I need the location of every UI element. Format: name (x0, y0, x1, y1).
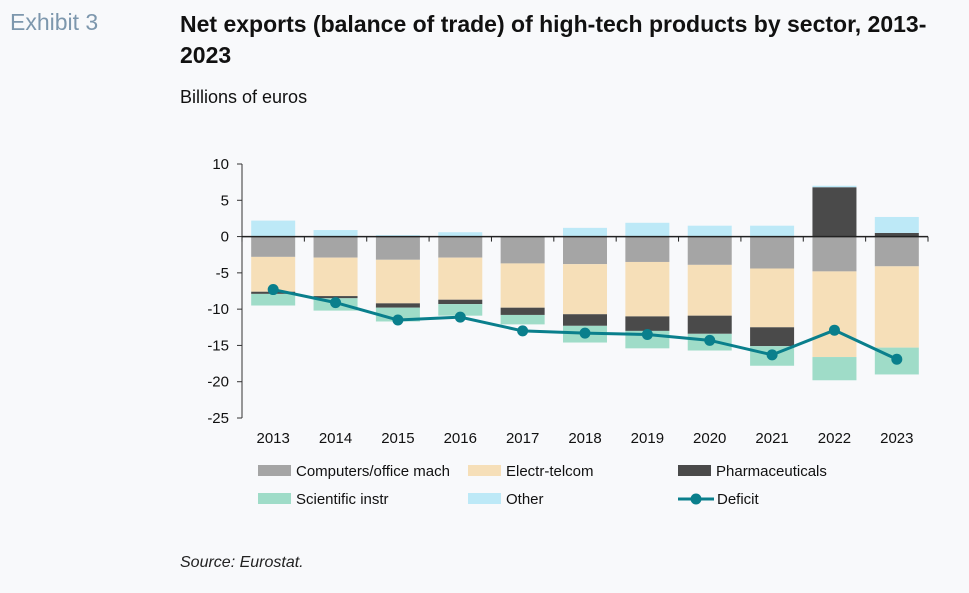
legend-label: Deficit (717, 491, 760, 508)
bar-scientific (812, 357, 857, 381)
x-tick-label: 2020 (693, 430, 726, 447)
bar-computers (750, 236, 795, 269)
x-tick-label: 2017 (506, 430, 539, 447)
exhibit-label: Exhibit 3 (10, 9, 99, 35)
deficit-point (454, 311, 466, 323)
bar-electr (812, 271, 857, 358)
bar-electr (313, 257, 358, 297)
deficit-point (517, 325, 529, 337)
bar-electr (500, 263, 545, 308)
y-tick-label: -15 (207, 337, 229, 354)
bar-other (563, 227, 607, 237)
y-tick-label: -25 (207, 410, 229, 427)
bar-computers (812, 236, 857, 272)
bar-electr (438, 257, 483, 300)
bar-computers (563, 236, 607, 265)
bar-scientific (251, 293, 296, 306)
legend-label: Scientific instr (296, 491, 389, 508)
y-tick-label: -20 (207, 374, 229, 391)
bar-other (874, 216, 919, 233)
y-tick-label: -10 (207, 301, 229, 318)
bar-other (812, 185, 857, 188)
x-tick-label: 2018 (568, 430, 601, 447)
bar-pharma (812, 187, 857, 237)
bar-pharma (563, 314, 607, 326)
bar-electr (563, 264, 607, 315)
legend-swatch-pharma (678, 465, 711, 476)
chart-subtitle: Billions of euros (180, 87, 308, 107)
bar-other (313, 230, 358, 237)
y-tick-label: 5 (221, 192, 229, 209)
bar-other (750, 225, 795, 237)
bar-electr (625, 261, 670, 317)
bar-computers (375, 236, 420, 260)
bar-computers (438, 236, 483, 258)
deficit-point (828, 324, 840, 336)
deficit-point (330, 297, 342, 309)
bar-other (438, 232, 483, 237)
deficit-point (392, 314, 404, 326)
deficit-point (891, 353, 903, 365)
bar-computers (500, 236, 545, 264)
legend-swatch-electr (468, 465, 501, 476)
legend-label: Computers/office mach (296, 463, 450, 480)
x-tick-label: 2021 (755, 430, 788, 447)
x-tick-label: 2022 (818, 430, 851, 447)
bar-other (687, 225, 732, 237)
bar-pharma (625, 316, 670, 331)
legend-swatch-computers (258, 465, 291, 476)
source-note: Source: Eurostat. (180, 554, 304, 571)
deficit-point (766, 349, 778, 361)
y-tick-label: 10 (212, 156, 229, 173)
bar-computers (251, 236, 296, 257)
bar-pharma (687, 315, 732, 334)
x-tick-label: 2013 (256, 430, 289, 447)
bar-scientific (438, 304, 483, 316)
bar-scientific (500, 314, 545, 325)
legend-swatch-other (468, 493, 501, 504)
bar-computers (313, 236, 358, 258)
legend-marker-deficit (690, 493, 702, 505)
bar-pharma (375, 303, 420, 308)
deficit-point (267, 284, 279, 296)
x-tick-label: 2016 (444, 430, 477, 447)
bar-pharma (500, 307, 545, 315)
bar-computers (625, 236, 670, 262)
bar-computers (874, 236, 919, 267)
y-tick-label: 0 (221, 229, 229, 246)
bar-electr (687, 264, 732, 316)
bar-pharma (750, 327, 795, 347)
bar-other (625, 222, 670, 237)
bar-electr (375, 259, 420, 304)
legend-label: Other (506, 491, 544, 508)
x-tick-label: 2023 (880, 430, 913, 447)
legend-swatch-scientific (258, 493, 291, 504)
bar-electr (750, 268, 795, 328)
y-tick-label: -5 (216, 265, 229, 282)
chart-title: Net exports (balance of trade) of high-t… (180, 11, 927, 68)
x-tick-label: 2019 (631, 430, 664, 447)
bar-other (251, 220, 296, 237)
bar-pharma (874, 232, 919, 237)
deficit-point (704, 334, 716, 346)
deficit-point (641, 329, 653, 341)
legend-label: Pharmaceuticals (716, 463, 827, 480)
legend-label: Electr-telcom (506, 463, 594, 480)
deficit-point (579, 327, 591, 339)
bar-computers (687, 236, 732, 265)
bar-pharma (438, 299, 483, 305)
bar-electr (874, 266, 919, 348)
x-tick-label: 2015 (381, 430, 414, 447)
x-tick-label: 2014 (319, 430, 352, 447)
